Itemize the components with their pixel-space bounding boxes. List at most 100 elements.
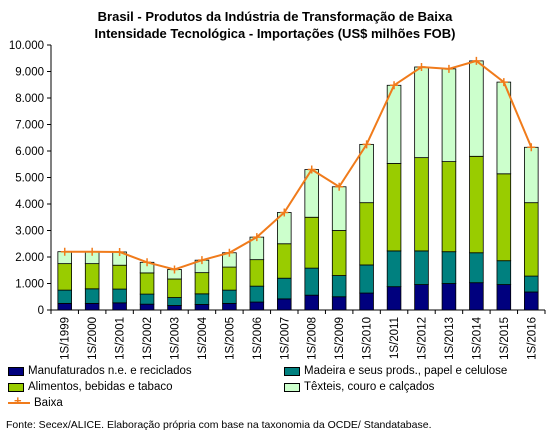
baixa-point bbox=[143, 258, 152, 267]
bar-segment bbox=[84, 288, 100, 304]
baixa-point bbox=[115, 247, 124, 256]
legend-label: Baixa bbox=[34, 397, 63, 409]
bar-segment bbox=[441, 68, 457, 162]
y-tick-label: 7.000 bbox=[15, 120, 44, 132]
bar-segment bbox=[167, 278, 182, 298]
bar-segment bbox=[524, 146, 539, 204]
legend-swatch bbox=[8, 366, 24, 376]
x-tick-label: 1S/2011 bbox=[389, 317, 401, 359]
chart-title: Brasil - Produtos da Indústria de Transf… bbox=[0, 8, 550, 42]
bar-segment bbox=[112, 302, 127, 311]
baixa-point bbox=[390, 81, 399, 90]
bar-segment bbox=[57, 289, 72, 304]
legend-label: Manufaturados n.e. e reciclados bbox=[28, 365, 192, 377]
baixa-point bbox=[197, 256, 206, 265]
legend-label: Madeira e seus prods., papel e celulose bbox=[304, 365, 508, 377]
bar-segment bbox=[194, 293, 210, 305]
bar-segment bbox=[414, 157, 429, 252]
bar-segment bbox=[331, 186, 347, 231]
chart-title-line2: Intensidade Tecnológica - Importações (U… bbox=[94, 26, 456, 41]
bar-segment bbox=[277, 277, 292, 300]
bar-segment bbox=[496, 173, 512, 262]
x-tick-label: 1S/2008 bbox=[307, 317, 319, 360]
bar-segment bbox=[469, 155, 484, 254]
legend-item-madeira: Madeira e seus prods., papel e celulose bbox=[284, 365, 507, 377]
x-tick-label: 1S/2002 bbox=[142, 317, 154, 360]
bar-segment bbox=[304, 294, 319, 311]
bar-segment bbox=[277, 243, 292, 279]
bar-segment bbox=[84, 263, 100, 290]
bar-segment bbox=[222, 266, 237, 291]
bar-segment bbox=[249, 285, 265, 303]
bar-segment bbox=[331, 275, 347, 298]
x-tick-label: 1S/2015 bbox=[499, 317, 511, 360]
bar-segment bbox=[496, 284, 512, 311]
y-tick-label: 0 bbox=[38, 305, 44, 317]
baixa-point bbox=[88, 247, 97, 256]
baixa-point bbox=[499, 78, 508, 87]
baixa-point bbox=[225, 248, 234, 257]
bar-segment bbox=[414, 66, 429, 159]
bar-segment bbox=[167, 297, 182, 306]
x-tick-label: 1S/2006 bbox=[252, 317, 264, 360]
y-tick-label: 1.000 bbox=[15, 279, 44, 291]
bar-segment bbox=[112, 264, 127, 290]
x-tick-label: 1S/2012 bbox=[417, 317, 429, 360]
baixa-point bbox=[417, 62, 426, 71]
bar-segment bbox=[414, 250, 429, 285]
bar-segment bbox=[524, 291, 539, 311]
bar-segment bbox=[112, 288, 127, 304]
bar-segment bbox=[331, 230, 347, 276]
bar-segment bbox=[304, 216, 319, 269]
bar-segment bbox=[524, 275, 539, 293]
bar-segment bbox=[441, 161, 457, 253]
x-tick-label: 1S/2004 bbox=[197, 316, 209, 359]
bar-segment bbox=[249, 301, 265, 311]
baixa-point bbox=[362, 140, 371, 149]
legend-item-manufaturados: Manufaturados n.e. e reciclados bbox=[8, 365, 192, 377]
bar-segment bbox=[277, 298, 292, 311]
y-tick-label: 5.000 bbox=[15, 173, 44, 185]
legend-item-texteis: Têxteis, couro e calçados bbox=[284, 381, 434, 393]
bar-segment bbox=[222, 302, 237, 311]
bar-segment bbox=[386, 286, 402, 311]
baixa-point bbox=[170, 265, 179, 274]
bar-segment bbox=[469, 282, 484, 311]
x-tick-label: 1S/1999 bbox=[60, 317, 72, 360]
bar-segment bbox=[194, 272, 210, 295]
bar-segment bbox=[167, 305, 182, 311]
baixa-point bbox=[472, 56, 481, 65]
y-tick-label: 2.000 bbox=[15, 252, 44, 264]
legend-swatch bbox=[8, 382, 24, 392]
y-tick-label: 6.000 bbox=[15, 146, 44, 158]
x-tick-label: 1S/2009 bbox=[334, 317, 346, 360]
baixa-point bbox=[307, 165, 316, 174]
bar-segment bbox=[331, 296, 347, 311]
chart-title-line1: Brasil - Produtos da Indústria de Transf… bbox=[97, 9, 453, 24]
baixa-line bbox=[64, 59, 533, 271]
x-tick-label: 1S/2007 bbox=[279, 317, 291, 360]
bar-segment bbox=[139, 293, 155, 305]
x-tick-label: 1S/2005 bbox=[224, 317, 236, 360]
bar-segment bbox=[441, 283, 457, 311]
bar-segment bbox=[386, 163, 402, 252]
bar-segment bbox=[386, 250, 402, 288]
bar-segment bbox=[414, 284, 429, 311]
legend-line-swatch bbox=[8, 393, 30, 408]
source-note: Fonte: Secex/ALICE. Elaboração própria c… bbox=[6, 419, 432, 431]
legend-swatch bbox=[284, 366, 300, 376]
bar-segment bbox=[304, 267, 319, 296]
bar-segment bbox=[359, 292, 374, 311]
legend-item-alimentos: Alimentos, bebidas e tabaco bbox=[8, 381, 172, 393]
baixa-point bbox=[335, 182, 344, 191]
bar-segment bbox=[469, 252, 484, 284]
bar-segment bbox=[194, 304, 210, 311]
stacked-bar-chart: 0 1.000 2.000 3.000 4.000 5.000 6.000 7.000 8.00… bbox=[9, 40, 546, 360]
bar-segment bbox=[524, 202, 539, 277]
baixa-point bbox=[252, 233, 261, 242]
x-tick-label: 1S/2014 bbox=[471, 316, 483, 359]
legend-item-baixa: Baixa bbox=[8, 393, 63, 409]
baixa-point bbox=[527, 143, 536, 152]
x-tick-label: 1S/2013 bbox=[444, 317, 456, 360]
bar-segment bbox=[57, 263, 72, 291]
